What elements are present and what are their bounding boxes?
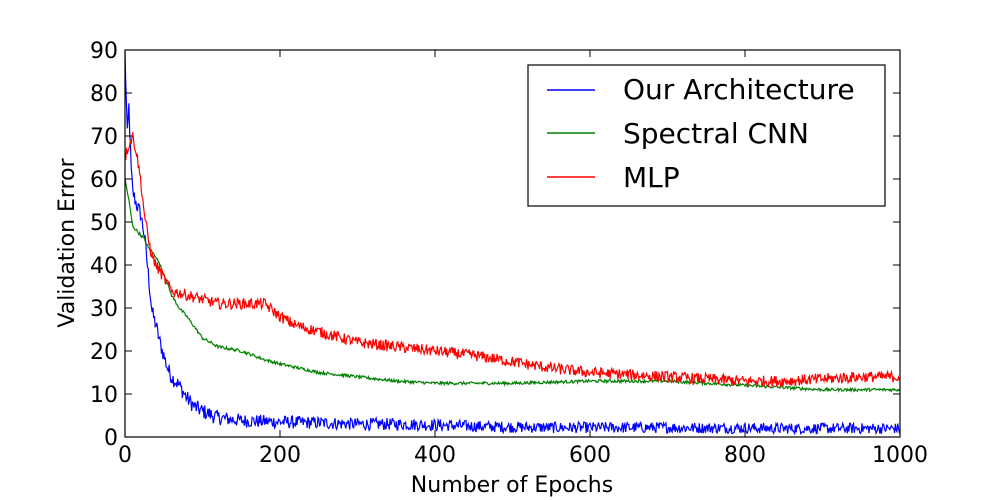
y-tick-label: 0	[104, 426, 118, 451]
series-layer	[124, 51, 901, 436]
legend-label-mlp: MLP	[623, 161, 680, 194]
x-tick-label: 600	[569, 443, 611, 468]
plot-frame	[124, 49, 901, 438]
x-tick-label: 800	[724, 443, 766, 468]
x-tick-label: 1000	[872, 443, 928, 468]
legend-label-our-architecture: Our Architecture	[623, 73, 855, 106]
x-axis-title: Number of Epochs	[411, 473, 613, 498]
series-line-spectral-cnn	[124, 178, 901, 393]
y-tick-label: 90	[90, 39, 118, 64]
y-tick-label: 50	[90, 211, 118, 236]
y-axis-title: Validation Error	[55, 157, 80, 327]
x-tick-label: 0	[118, 443, 132, 468]
legend: Our Architecture Spectral CNN MLP	[527, 64, 886, 207]
x-tick-label: 400	[414, 443, 456, 468]
y-tick-label: 60	[90, 168, 118, 193]
y-tick-label: 10	[90, 383, 118, 408]
legend-box	[527, 64, 886, 207]
series-line-mlp	[124, 132, 901, 389]
legend-label-spectral-cnn: Spectral CNN	[623, 117, 809, 150]
ticks-layer: 0 200 400 600 800 1000 0 10 20 30 40 50 60 70 80 90	[90, 39, 928, 468]
x-tick-label: 200	[259, 443, 301, 468]
y-tick-label: 30	[90, 297, 118, 322]
y-tick-label: 80	[90, 82, 118, 107]
y-tick-label: 70	[90, 125, 118, 150]
y-tick-label: 40	[90, 254, 118, 279]
y-tick-label: 20	[90, 340, 118, 365]
series-line-our-architecture	[124, 51, 901, 436]
